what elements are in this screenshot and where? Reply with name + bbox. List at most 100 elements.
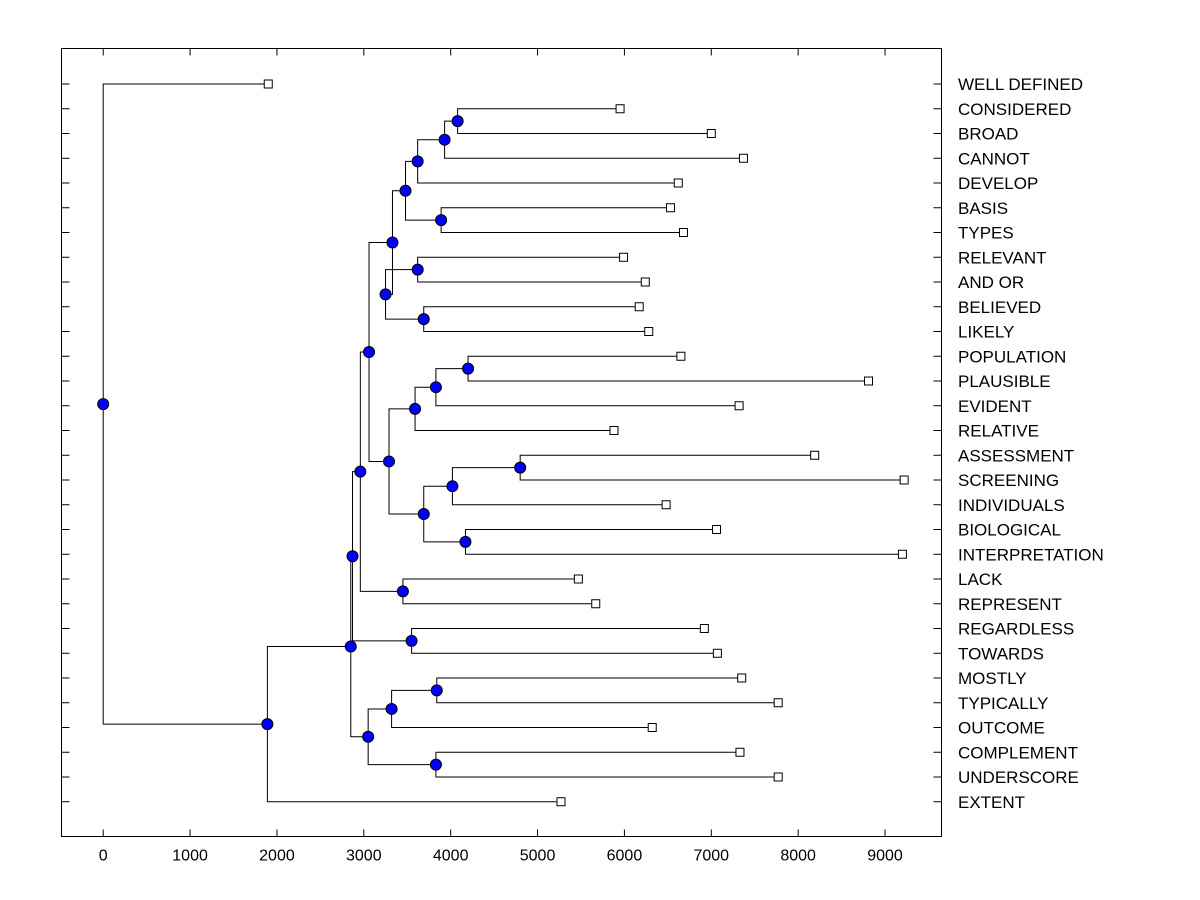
- leaf-marker: [661, 500, 671, 510]
- leaf-markers: [263, 79, 909, 807]
- merge-node: [430, 684, 443, 697]
- dendrogram-link: [411, 628, 718, 654]
- dendrogram-link: [391, 689, 653, 728]
- leaf-label: RELEVANT: [958, 248, 1047, 267]
- leaf-marker: [899, 475, 909, 485]
- x-tick-label: 3000: [346, 848, 382, 865]
- merge-node: [446, 480, 459, 493]
- dendrogram-link: [451, 467, 667, 506]
- plot-frame: [61, 48, 942, 837]
- x-tick-label: 9000: [867, 848, 903, 865]
- merge-node: [429, 758, 442, 771]
- leaf-label: INTERPRETATION: [958, 545, 1104, 564]
- leaf-marker: [591, 599, 601, 609]
- leaf-label: BASIS: [958, 199, 1008, 218]
- leaf-label: INDIVIDUALS: [958, 496, 1065, 515]
- merge-node: [346, 550, 359, 563]
- dendrogram-link: [457, 108, 712, 134]
- leaf-marker: [735, 747, 745, 757]
- x-tick-label: 0: [99, 848, 108, 865]
- leaf-label: BROAD: [958, 125, 1018, 144]
- x-axis-tick-labels: 0 1000 2000 3000 4000 5000 6000 7000 8000 9000: [99, 848, 903, 865]
- leaf-marker: [676, 351, 686, 361]
- merge-node: [363, 345, 376, 358]
- merge-node: [97, 398, 110, 411]
- x-tick-label: 5000: [520, 848, 556, 865]
- dendrogram-link: [352, 471, 412, 642]
- dendrogram-link: [402, 578, 596, 605]
- leaf-tick-marks: [61, 83, 942, 803]
- leaf-marker: [263, 79, 273, 89]
- merge-node: [514, 461, 527, 474]
- x-tick-label: 6000: [607, 848, 643, 865]
- merge-node: [459, 535, 472, 548]
- leaf-marker: [897, 549, 907, 559]
- leaf-marker: [609, 426, 619, 435]
- x-axis-ticks: [102, 48, 886, 837]
- dendrogram-link: [436, 677, 779, 704]
- leaf-marker: [712, 648, 722, 658]
- node-markers: [97, 115, 527, 771]
- leaf-label: TOWARDS: [958, 644, 1044, 663]
- leaf-marker: [619, 252, 629, 262]
- leaf-marker: [712, 525, 722, 534]
- dendrogram-link: [435, 751, 779, 778]
- leaf-label: RELATIVE: [958, 422, 1039, 441]
- merge-node: [362, 730, 375, 743]
- dendrogram-link: [440, 207, 684, 233]
- merge-node: [396, 585, 409, 598]
- dendrogram-link: [414, 386, 614, 431]
- leaf-label: EXTENT: [958, 793, 1025, 812]
- leaf-label: OUTCOME: [958, 719, 1045, 738]
- leaf-label: SCREENING: [958, 471, 1059, 490]
- leaf-marker: [640, 277, 650, 287]
- merge-node: [399, 184, 412, 197]
- dendrogram-links: [102, 83, 905, 803]
- leaf-label: TYPICALLY: [958, 694, 1048, 713]
- leaf-label: REPRESENT: [958, 595, 1062, 614]
- dendrogram-link: [102, 83, 269, 725]
- merge-node: [417, 508, 430, 521]
- leaf-marker: [634, 302, 644, 312]
- leaf-label: LIKELY: [958, 323, 1014, 342]
- leaf-labels: WELL DEFINED CONSIDERED BROAD CANNOT DEVELOP…: [958, 75, 1104, 812]
- leaf-label: COMPLEMENT: [958, 743, 1078, 762]
- merge-node: [438, 133, 451, 146]
- leaf-label: POPULATION: [958, 347, 1066, 366]
- leaf-marker: [665, 203, 675, 213]
- leaf-marker: [773, 698, 783, 708]
- leaf-marker: [737, 673, 747, 683]
- merge-node: [411, 263, 424, 276]
- leaf-label: REGARDLESS: [958, 620, 1074, 639]
- leaf-label: UNDERSCORE: [958, 768, 1079, 787]
- leaf-label: CONSIDERED: [958, 100, 1071, 119]
- leaf-marker: [556, 797, 566, 807]
- dendrogram-link: [435, 368, 740, 407]
- leaf-marker: [678, 228, 688, 237]
- leaf-label: AND OR: [958, 273, 1024, 292]
- x-tick-label: 8000: [780, 848, 816, 865]
- merge-node: [405, 634, 418, 647]
- merge-node: [435, 214, 448, 227]
- leaf-marker: [644, 327, 654, 336]
- merge-node: [409, 402, 422, 415]
- leaf-label: BELIEVED: [958, 298, 1041, 317]
- dendrogram-link: [367, 708, 436, 766]
- x-tick-label: 1000: [172, 848, 208, 865]
- merge-node: [386, 236, 399, 249]
- merge-node: [462, 362, 475, 375]
- leaf-label: WELL DEFINED: [958, 75, 1083, 94]
- x-tick-label: 7000: [693, 848, 729, 865]
- leaf-label: EVIDENT: [958, 397, 1032, 416]
- leaf-marker: [615, 104, 625, 114]
- leaf-label: PLAUSIBLE: [958, 372, 1051, 391]
- leaf-marker: [699, 624, 709, 633]
- leaf-label: LACK: [958, 570, 1003, 589]
- leaf-label: TYPES: [958, 224, 1014, 243]
- dendrogram-link: [423, 485, 466, 543]
- leaf-label: CANNOT: [958, 149, 1030, 168]
- leaf-marker: [706, 129, 716, 138]
- merge-node: [354, 465, 367, 478]
- merge-node: [344, 640, 357, 653]
- dendrogram-link: [444, 120, 744, 159]
